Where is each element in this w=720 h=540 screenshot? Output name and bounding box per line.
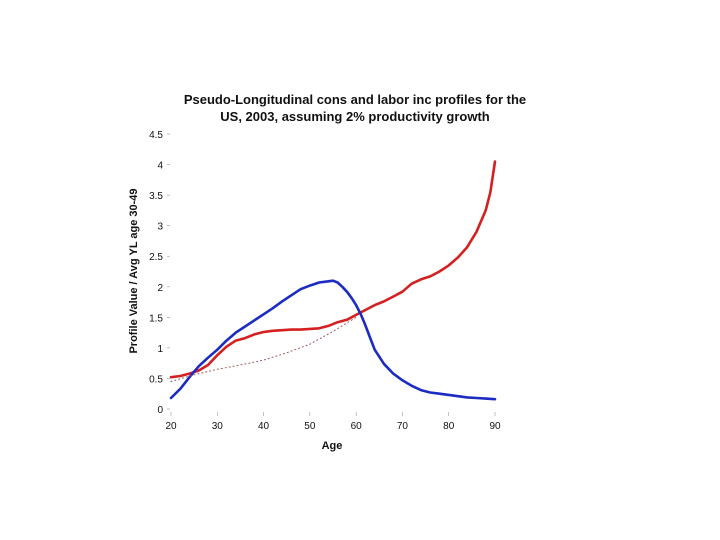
y-tick-label: 2 — [157, 283, 163, 294]
y-tick-label: 1 — [157, 344, 163, 355]
y-tick-label: 4.5 — [149, 130, 163, 141]
y-tick-label: 2.5 — [149, 252, 163, 263]
y-tick-label: 3.5 — [149, 191, 163, 202]
x-axis-ticks: 20 30 40 50 60 70 80 90 — [165, 412, 501, 432]
x-tick-label: 20 — [165, 421, 177, 432]
y-tick-label: 1.5 — [149, 313, 163, 324]
x-tick-label: 40 — [258, 421, 270, 432]
chart-title-line-1: Pseudo-Longitudinal cons and labor inc p… — [183, 92, 527, 107]
x-tick-label: 50 — [304, 421, 316, 432]
y-tick-label: 0.5 — [149, 374, 163, 385]
chart-title: Pseudo-Longitudinal cons and labor inc p… — [150, 91, 560, 125]
x-tick-label: 80 — [443, 421, 455, 432]
dotted-reference-line — [170, 316, 357, 382]
x-tick-label: 70 — [397, 421, 409, 432]
x-axis-label: Age — [322, 440, 343, 452]
x-tick-label: 90 — [489, 421, 501, 432]
y-axis-ticks: 0 0.5 1 1.5 2 2.5 3 3.5 4 4.5 — [149, 130, 170, 416]
consumption-line — [169, 160, 497, 379]
chart-title-line-2: US, 2003, assuming 2% productivity growt… — [220, 109, 490, 124]
series-layer — [169, 160, 497, 401]
y-tick-label: 3 — [157, 222, 163, 233]
y-tick-label: 4 — [157, 161, 163, 172]
x-tick-label: 60 — [351, 421, 363, 432]
y-tick-label: 0 — [157, 405, 163, 416]
y-axis-label: Profile Value / Avg YL age 30-49 — [128, 188, 140, 353]
labor-income-line — [169, 279, 497, 401]
x-tick-label: 30 — [212, 421, 224, 432]
